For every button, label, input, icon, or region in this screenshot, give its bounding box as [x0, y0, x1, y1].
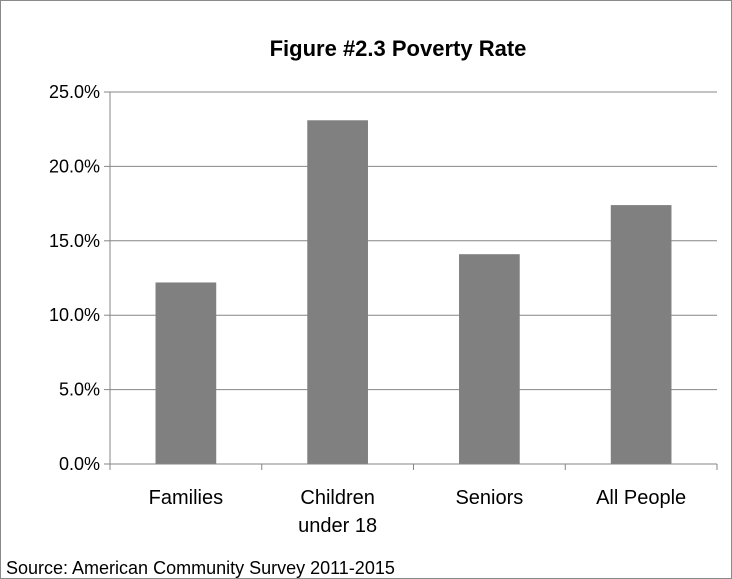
category-label-line: Families: [149, 487, 223, 509]
category-labels: Families Children under 18 Seniors All Peopl…: [149, 487, 687, 537]
bars: [155, 120, 672, 464]
y-tick-label: 20.0%: [49, 156, 100, 176]
category-label: Children under 18: [298, 487, 377, 537]
category-label: Seniors: [455, 487, 523, 509]
category-label: All People: [596, 487, 686, 509]
bar: [459, 254, 520, 464]
bar: [155, 282, 217, 464]
y-tick-labels: 0.0% 5.0% 10.0% 15.0% 20.0% 25.0%: [49, 82, 100, 474]
source-note: Source: American Community Survey 2011-2…: [6, 558, 395, 578]
category-label-line: All People: [596, 487, 686, 509]
y-tick-label: 0.0%: [59, 454, 100, 474]
y-tick-label: 10.0%: [49, 305, 100, 325]
y-tick-label: 5.0%: [59, 380, 100, 400]
category-label-line: Children: [300, 487, 374, 509]
category-label-line: under 18: [298, 515, 377, 537]
y-tick-label: 25.0%: [49, 82, 100, 102]
chart-title: Figure #2.3 Poverty Rate: [270, 36, 527, 61]
axes: [109, 92, 718, 470]
bar: [610, 205, 672, 464]
y-tick-label: 15.0%: [49, 231, 100, 251]
category-label-line: Seniors: [455, 487, 523, 509]
bar: [307, 120, 368, 464]
category-label: Families: [149, 487, 223, 509]
